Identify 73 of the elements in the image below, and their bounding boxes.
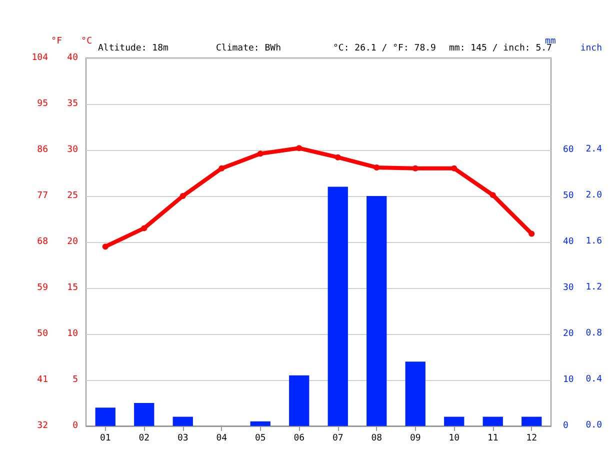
- bar: [366, 196, 387, 426]
- point: [141, 225, 148, 232]
- y-tick-label: 0: [72, 421, 78, 431]
- y-tick-label: 40: [67, 53, 78, 63]
- y-axis-title: °C: [81, 36, 92, 46]
- y3-tick-label: 59: [37, 283, 48, 293]
- text: 2.4: [586, 144, 602, 154]
- bar: [289, 375, 310, 426]
- text: 0.0: [586, 420, 602, 430]
- point: [296, 145, 302, 152]
- y-tick-label: 20: [67, 237, 78, 247]
- x-tick-label: 04: [216, 434, 228, 444]
- bar: [95, 408, 116, 426]
- y-tick-label: 35: [67, 99, 78, 109]
- x-tick-label: 03: [177, 434, 188, 444]
- x-tick-label: 11: [487, 434, 498, 444]
- text: Altitude: 18m: [98, 44, 168, 54]
- y-tick-label: 25: [67, 191, 78, 201]
- x-tick-label: 10: [448, 434, 460, 444]
- y3-tick-label: 104: [32, 53, 48, 63]
- y3-tick-label: 68: [37, 237, 48, 247]
- bar: [522, 416, 542, 426]
- bar: [405, 362, 426, 426]
- y-tick-label: 30: [67, 145, 78, 155]
- y-tick-label: 5: [72, 375, 78, 385]
- text: 0.4: [586, 374, 602, 384]
- text: °C: 26.1 / °F: 78.9: [333, 44, 436, 54]
- text: inch: [580, 44, 602, 54]
- x-tick-label: 06: [294, 434, 305, 444]
- point: [451, 165, 458, 172]
- bar: [172, 416, 193, 426]
- x-tick-label: 02: [138, 434, 150, 444]
- point: [374, 164, 380, 170]
- text: 1.2: [586, 282, 602, 292]
- bar: [250, 421, 270, 426]
- x-tick-label: 12: [526, 434, 538, 444]
- y-tick-label: 15: [67, 283, 78, 293]
- y2-tick-label: 50: [563, 191, 574, 201]
- point: [218, 165, 225, 172]
- point: [257, 150, 264, 157]
- y2-tick-label: 20: [563, 329, 574, 339]
- text: 2.0: [586, 190, 602, 200]
- point: [490, 192, 496, 198]
- x-tick-label: 07: [332, 434, 344, 444]
- bar: [482, 416, 503, 426]
- y3-tick-label: 95: [37, 99, 48, 109]
- point: [528, 230, 535, 237]
- text: Climate: BWh: [216, 44, 282, 54]
- text: 1.6: [586, 236, 602, 246]
- y2-tick-label: 0: [563, 421, 568, 431]
- y3-axis-title: °F: [51, 36, 62, 46]
- point: [180, 193, 186, 199]
- y2-tick-label: 10: [563, 375, 574, 385]
- text: 0.8: [586, 328, 602, 338]
- y2-tick-label: 30: [563, 283, 574, 293]
- y2-tick-label: 40: [563, 237, 574, 247]
- x-tick-label: 08: [371, 434, 382, 444]
- text: mm: 145 / inch: 5.7: [449, 44, 552, 54]
- y-tick-label: 10: [67, 329, 78, 339]
- point: [334, 154, 341, 160]
- x-tick-label: 09: [410, 434, 421, 444]
- x-tick-label: 01: [100, 434, 111, 444]
- y3-tick-label: 86: [37, 145, 48, 155]
- y3-tick-label: 32: [37, 421, 48, 431]
- y3-tick-label: 77: [37, 191, 48, 201]
- bar: [328, 186, 348, 426]
- point: [102, 244, 108, 250]
- x-tick-label: 05: [254, 434, 266, 444]
- y3-tick-label: 41: [37, 375, 48, 385]
- y3-tick-label: 50: [37, 329, 48, 339]
- bar: [444, 416, 464, 426]
- y2-tick-label: 60: [563, 145, 574, 155]
- bar: [134, 403, 154, 426]
